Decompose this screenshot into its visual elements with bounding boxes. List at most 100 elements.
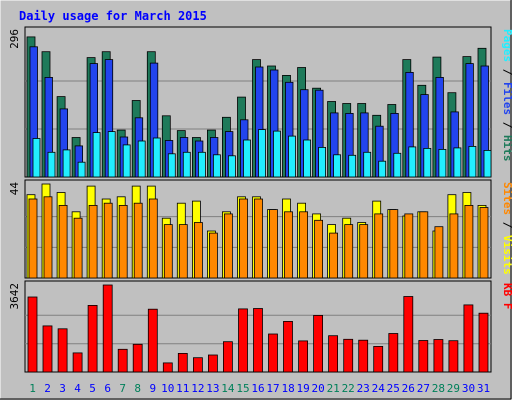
bar-kb-f-day-14 bbox=[222, 341, 233, 373]
bar-pages-day-19 bbox=[303, 139, 312, 178]
day-label-8: 8 bbox=[134, 382, 141, 395]
bar-kb-f-day-4 bbox=[72, 352, 83, 373]
day-label-24: 24 bbox=[372, 382, 386, 395]
bar-kb-f-day-16 bbox=[253, 308, 263, 373]
day-label-7: 7 bbox=[119, 382, 126, 395]
side-label-part: / bbox=[501, 62, 512, 82]
day-label-23: 23 bbox=[357, 382, 370, 395]
day-label-3: 3 bbox=[59, 382, 66, 395]
bar-kb-f-day-5 bbox=[87, 304, 98, 373]
bar-sites-day-25 bbox=[389, 209, 399, 279]
bar-kb-f-day-24 bbox=[373, 345, 384, 373]
bar-sites-day-21 bbox=[329, 232, 339, 279]
bar-pages-day-8 bbox=[137, 140, 146, 178]
bar-sites-day-27 bbox=[419, 211, 429, 279]
bar-sites-day-24 bbox=[374, 213, 384, 279]
side-label-part: Sites bbox=[501, 182, 512, 215]
bar-sites-day-26 bbox=[404, 213, 414, 279]
bar-pages-day-16 bbox=[258, 129, 266, 178]
bar-sites-day-11 bbox=[178, 224, 188, 279]
bar-kb-f-day-29 bbox=[448, 340, 459, 373]
bar-sites-day-28 bbox=[434, 226, 444, 279]
side-label-part: Visits bbox=[501, 235, 512, 275]
day-label-12: 12 bbox=[191, 382, 204, 395]
side-label-part: Pages bbox=[501, 29, 512, 62]
bar-kb-f-day-31 bbox=[478, 312, 489, 373]
bar-kb-f-day-23 bbox=[358, 339, 369, 373]
side-label-hits-files-pages: Pages / Files / Hits bbox=[501, 29, 512, 162]
day-label-21: 21 bbox=[327, 382, 340, 395]
chart-panels: 296 44 3642 bbox=[8, 26, 492, 373]
side-labels: Pages / Files / Hits Sites / Visits KB F bbox=[501, 29, 512, 310]
bar-sites-day-31 bbox=[479, 207, 489, 279]
day-label-9: 9 bbox=[149, 382, 156, 395]
day-label-27: 27 bbox=[417, 382, 430, 395]
bar-kb-f-day-25 bbox=[388, 333, 399, 373]
bar-pages-day-31 bbox=[483, 149, 492, 178]
bar-pages-day-11 bbox=[182, 151, 191, 178]
panel-max-label: 44 bbox=[8, 182, 21, 196]
side-label-part: Hits bbox=[501, 135, 512, 162]
day-labels: 1 2 3 4 5 6 7 8 9 10 11 12 13 14 15 16 17 18 19 20 21 22 23 24 2… bbox=[29, 382, 490, 395]
bar-pages-day-29 bbox=[453, 147, 462, 178]
bar-kb-f-day-8 bbox=[132, 343, 143, 373]
bar-sites-day-7 bbox=[118, 204, 128, 279]
bar-pages-day-22 bbox=[348, 154, 357, 178]
day-label-26: 26 bbox=[402, 382, 415, 395]
bar-sites-day-20 bbox=[314, 219, 324, 279]
bar-kb-f-day-20 bbox=[313, 314, 324, 373]
bar-pages-day-27 bbox=[423, 147, 432, 178]
side-label-visits-sites: Sites / Visits bbox=[501, 182, 512, 275]
bar-pages-day-7 bbox=[122, 144, 131, 178]
bar-sites-day-2 bbox=[43, 196, 53, 279]
day-label-13: 13 bbox=[206, 382, 219, 395]
bar-sites-day-1 bbox=[28, 198, 38, 279]
bar-pages-day-10 bbox=[167, 153, 176, 178]
bar-kb-f-day-6 bbox=[102, 284, 113, 373]
day-label-15: 15 bbox=[236, 382, 249, 395]
side-label-part: KB F bbox=[501, 283, 512, 310]
bar-kb-f-day-21 bbox=[328, 335, 339, 373]
day-label-28: 28 bbox=[432, 382, 445, 395]
side-label-part: Files bbox=[501, 82, 512, 115]
day-label-10: 10 bbox=[161, 382, 174, 395]
day-label-30: 30 bbox=[462, 382, 475, 395]
day-label-20: 20 bbox=[311, 382, 324, 395]
bar-kb-f-day-9 bbox=[147, 308, 158, 373]
bar-sites-day-13 bbox=[208, 232, 218, 279]
bar-sites-day-22 bbox=[344, 224, 354, 279]
day-label-4: 4 bbox=[74, 382, 81, 395]
bar-kb-f-day-3 bbox=[57, 328, 68, 373]
day-label-29: 29 bbox=[447, 382, 460, 395]
bar-kb-f-day-30 bbox=[463, 304, 474, 373]
bar-pages-day-13 bbox=[212, 154, 221, 178]
panel-max-label: 3642 bbox=[8, 283, 21, 310]
bar-sites-day-19 bbox=[299, 211, 309, 279]
side-label-part: / bbox=[501, 115, 512, 135]
panel-hits-files-pages: 296 bbox=[8, 26, 492, 178]
bar-pages-day-5 bbox=[92, 132, 101, 178]
bar-kb-f-day-27 bbox=[418, 340, 429, 373]
bar-kb-f-day-13 bbox=[207, 354, 218, 373]
day-label-14: 14 bbox=[221, 382, 235, 395]
panel-kbytes: 3642 bbox=[8, 280, 492, 373]
bar-kb-f-day-1 bbox=[27, 296, 38, 373]
day-label-22: 22 bbox=[342, 382, 355, 395]
day-label-5: 5 bbox=[89, 382, 96, 395]
bar-pages-day-28 bbox=[438, 148, 447, 178]
bar-sites-day-14 bbox=[223, 213, 233, 279]
bar-kb-f-day-7 bbox=[117, 348, 128, 373]
bar-sites-day-4 bbox=[73, 217, 83, 279]
bar-pages-day-25 bbox=[393, 152, 402, 178]
bar-kb-f-day-15 bbox=[238, 308, 248, 373]
day-label-25: 25 bbox=[387, 382, 400, 395]
bar-pages-day-18 bbox=[288, 135, 296, 178]
bar-pages-day-24 bbox=[378, 160, 387, 178]
bar-sites-day-15 bbox=[239, 198, 248, 279]
day-label-18: 18 bbox=[281, 382, 294, 395]
day-label-17: 17 bbox=[266, 382, 279, 395]
bar-pages-day-23 bbox=[363, 151, 372, 178]
bar-sites-day-29 bbox=[449, 213, 459, 279]
bar-sites-day-18 bbox=[284, 211, 293, 279]
